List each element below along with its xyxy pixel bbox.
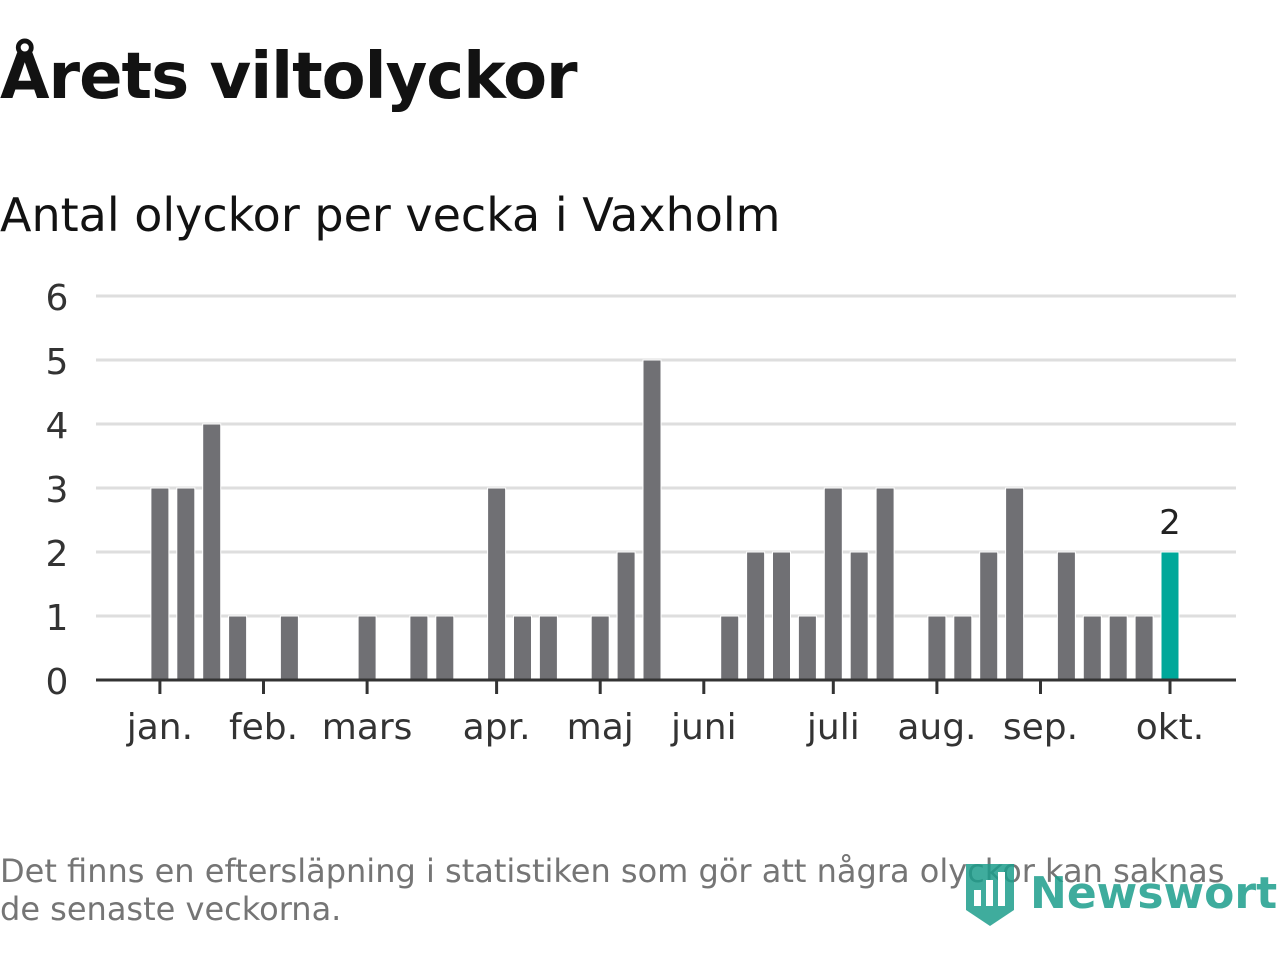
bar xyxy=(150,487,170,681)
x-tick-label: mars xyxy=(322,707,413,748)
logo-text: Newsworthy xyxy=(1030,867,1280,919)
bar xyxy=(279,615,299,681)
bar xyxy=(875,487,895,681)
x-tick-label: aug. xyxy=(897,707,976,748)
chart-subtitle: Antal olyckor per vecka i Vaxholm xyxy=(0,188,781,242)
x-tick-label: okt. xyxy=(1136,707,1204,748)
x-tick-label: feb. xyxy=(229,707,298,748)
bar xyxy=(746,551,766,681)
bar-chart: 2 0 1 2 3 4 5 6 jan. feb. mars apr. maj juni juli aug.… xyxy=(46,278,1236,748)
y-tick-label: 1 xyxy=(46,598,69,639)
bar xyxy=(927,615,947,681)
x-tick-label: sep. xyxy=(1003,707,1078,748)
bar xyxy=(823,487,843,681)
y-tick-label: 3 xyxy=(46,470,69,511)
bar xyxy=(538,615,558,681)
bar xyxy=(979,551,999,681)
bar xyxy=(1056,551,1076,681)
x-tick-label: maj xyxy=(567,707,634,748)
chart-title: Årets viltolyckor xyxy=(0,40,578,114)
bar xyxy=(849,551,869,681)
bar xyxy=(590,615,610,681)
y-tick-label: 6 xyxy=(46,278,69,319)
bar-highlight xyxy=(1160,551,1180,681)
bar xyxy=(772,551,791,681)
bar xyxy=(1108,615,1128,681)
bar xyxy=(176,487,196,681)
bar xyxy=(228,615,248,681)
bar xyxy=(1005,487,1025,681)
bar xyxy=(202,423,222,681)
bar xyxy=(720,615,740,681)
footnote: Det finns en eftersläpning i statistiken… xyxy=(0,852,1225,928)
y-tick-label: 0 xyxy=(46,662,69,703)
bar xyxy=(642,359,662,681)
bar xyxy=(435,615,455,681)
x-tick-label: juni xyxy=(670,707,737,748)
x-tick-label: apr. xyxy=(463,707,531,748)
y-tick-label: 2 xyxy=(46,534,69,575)
x-tick-label: juli xyxy=(806,707,860,748)
newsworthy-logo: Newsworthy xyxy=(964,858,1280,928)
x-tick-label: jan. xyxy=(126,707,193,748)
bar xyxy=(513,615,532,681)
bar xyxy=(953,615,973,681)
bar-chart-shield-icon xyxy=(966,864,1014,926)
bar xyxy=(487,487,507,681)
bar xyxy=(1082,615,1102,681)
bar xyxy=(616,551,636,681)
bar xyxy=(797,615,817,681)
bar xyxy=(409,615,429,681)
y-tick-label: 5 xyxy=(46,342,69,383)
data-label: 2 xyxy=(1159,503,1181,543)
y-tick-label: 4 xyxy=(46,406,69,447)
bar xyxy=(357,615,377,681)
bar xyxy=(1134,615,1154,681)
